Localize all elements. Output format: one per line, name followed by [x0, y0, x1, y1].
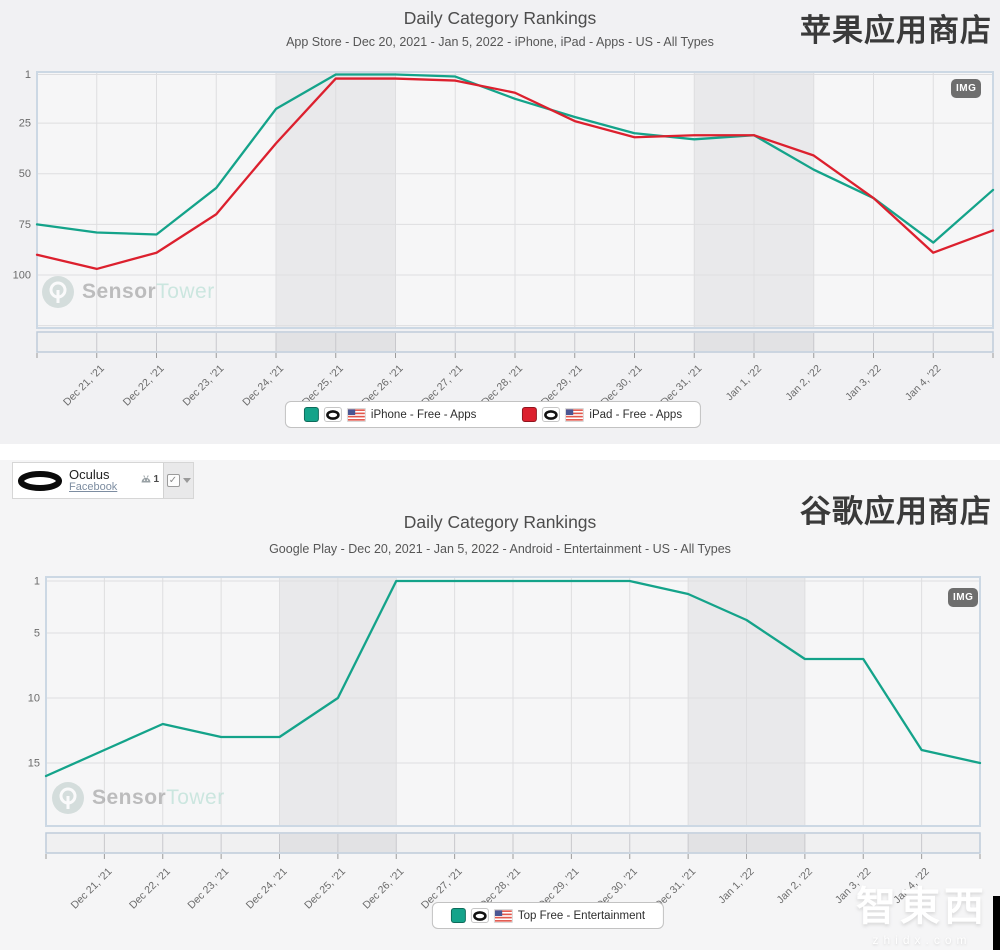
watermark-tower: Tower: [156, 280, 215, 303]
svg-text:Dec 25, '21: Dec 25, '21: [302, 866, 348, 912]
publisher-link[interactable]: Facebook: [69, 480, 118, 493]
us-flag-icon: [346, 407, 366, 422]
chevron-down-icon[interactable]: [182, 478, 191, 483]
app-selector-main: Oculus Facebook 1: [13, 463, 163, 498]
chart-legend: iPhone - Free - Apps iPad - Free - Apps: [284, 401, 702, 428]
legend-item[interactable]: Top Free - Entertainment: [450, 908, 646, 923]
app-checkbox[interactable]: ✓: [166, 474, 180, 487]
svg-text:10: 10: [28, 693, 40, 705]
plot-area: [36, 71, 994, 329]
watermark-sensor: Sensor: [82, 280, 157, 303]
chart-title: Daily Category Rankings: [403, 8, 597, 28]
svg-text:Dec 23, '21: Dec 23, '21: [185, 866, 231, 912]
app-name: Oculus: [69, 466, 110, 482]
black-edge-strip: [993, 896, 1000, 950]
appstore-rank-chart[interactable]: 1 25 50 75 100 Dec 21, '21 Dec 22, '21 Dec 23, …: [0, 0, 1000, 444]
legend-label: iPhone - Free - Apps: [370, 408, 477, 421]
svg-text:5: 5: [34, 628, 40, 640]
svg-text:Jan 1, '22: Jan 1, '22: [724, 363, 765, 404]
oculus-app-icon: [542, 407, 561, 422]
legend-label: iPad - Free - Apps: [589, 408, 683, 421]
sensortower-watermark: SensorTower: [52, 782, 225, 814]
svg-text:Dec 23, '21: Dec 23, '21: [181, 363, 227, 409]
svg-text:50: 50: [19, 168, 31, 180]
us-flag-icon: [565, 407, 585, 422]
watermark-tower: Tower: [166, 786, 225, 809]
android-platform-icon: [141, 474, 151, 482]
legend-item[interactable]: iPad - Free - Apps: [522, 407, 682, 422]
svg-text:Jan 1, '22: Jan 1, '22: [716, 866, 757, 907]
app-select-cell: ✓: [163, 463, 193, 498]
svg-text:Jan 2, '22: Jan 2, '22: [783, 363, 824, 404]
series-line-top-free-entertainment[interactable]: [44, 579, 982, 778]
plot-area: [45, 576, 981, 827]
svg-text:Dec 22, '21: Dec 22, '21: [127, 866, 173, 912]
chart-legend: Top Free - Entertainment: [431, 902, 665, 929]
sensortower-logo-icon: [52, 782, 84, 814]
zhidx-url-text: zhidx.com: [872, 933, 972, 947]
oculus-app-icon: [323, 407, 342, 422]
store-label-cn: 苹果应用商店: [800, 13, 992, 48]
svg-text:Dec 26, '21: Dec 26, '21: [361, 866, 407, 912]
series-color-swatch: [303, 407, 319, 422]
googleplay-chart-section: 1 5 10 15 Dec 21, '21 Dec 22, '21 Dec 23, '21 D…: [0, 460, 1000, 950]
sensortower-logo-icon: [42, 276, 74, 308]
svg-text:Dec 22, '21: Dec 22, '21: [121, 363, 167, 409]
zhidx-cn-text: 智東西: [856, 885, 988, 929]
svg-text:Jan 2, '22: Jan 2, '22: [775, 866, 816, 907]
series-line-ipad-free-apps[interactable]: [35, 77, 995, 271]
legend-item[interactable]: iPhone - Free - Apps: [303, 407, 477, 422]
sensortower-watermark: SensorTower: [42, 276, 215, 308]
svg-text:100: 100: [13, 270, 31, 282]
oculus-app-icon: [470, 908, 489, 923]
svg-text:Dec 24, '21: Dec 24, '21: [244, 866, 290, 912]
img-badge: IMG: [948, 588, 979, 607]
svg-text:Dec 21, '21: Dec 21, '21: [61, 363, 107, 409]
us-flag-icon: [493, 908, 513, 923]
svg-text:Dec 21, '21: Dec 21, '21: [69, 866, 115, 912]
svg-text:Dec 24, '21: Dec 24, '21: [240, 363, 286, 409]
series-line-iphone-free-apps[interactable]: [35, 73, 995, 244]
zhidx-site-watermark: 智東西 zhidx.com: [856, 874, 988, 947]
series-color-swatch: [450, 908, 466, 923]
chart-subtitle: App Store - Dec 20, 2021 - Jan 5, 2022 -…: [286, 35, 714, 49]
svg-text:Jan 3, '22: Jan 3, '22: [843, 363, 884, 404]
svg-text:15: 15: [28, 758, 40, 770]
chart-title: Daily Category Rankings: [403, 512, 597, 532]
svg-text:25: 25: [19, 118, 31, 130]
svg-text:75: 75: [19, 219, 31, 231]
appstore-chart-section: 1 25 50 75 100 Dec 21, '21 Dec 22, '21 Dec 23, …: [0, 0, 1000, 444]
img-badge: IMG: [951, 79, 982, 98]
svg-text:Jan 4, '22: Jan 4, '22: [903, 363, 944, 404]
oculus-logo-icon: [18, 470, 62, 491]
series-color-swatch: [522, 407, 538, 422]
legend-label: Top Free - Entertainment: [517, 909, 646, 922]
platform-count: 1: [153, 473, 159, 485]
svg-text:1: 1: [25, 69, 31, 81]
svg-text:1: 1: [34, 576, 40, 588]
chart-subtitle: Google Play - Dec 20, 2021 - Jan 5, 2022…: [269, 542, 731, 556]
watermark-sensor: Sensor: [92, 786, 167, 809]
store-label-cn: 谷歌应用商店: [800, 494, 992, 529]
app-selector-card[interactable]: Oculus Facebook 1 ✓: [12, 462, 194, 499]
